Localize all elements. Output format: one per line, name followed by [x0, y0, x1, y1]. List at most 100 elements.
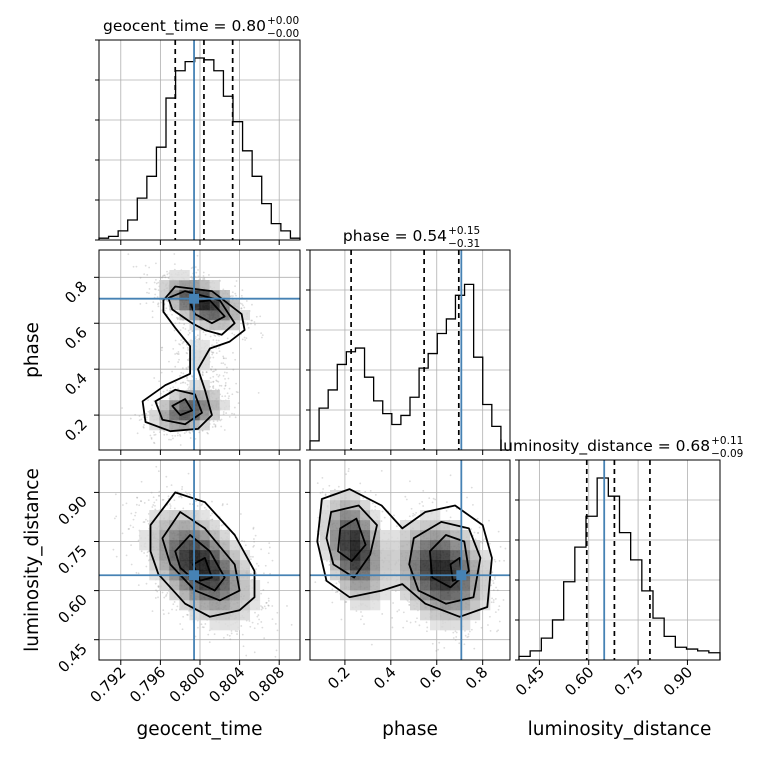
sample-point	[135, 571, 138, 574]
density-cell	[159, 410, 170, 421]
sample-point	[182, 347, 185, 349]
density-cell	[219, 550, 230, 561]
density-cell	[149, 510, 160, 521]
truth-marker	[189, 293, 200, 304]
density-cell	[209, 600, 220, 611]
sample-point	[151, 506, 154, 508]
density-cell	[169, 410, 180, 421]
sample-point	[213, 423, 216, 426]
sample-point	[175, 316, 178, 319]
sample-point	[239, 513, 242, 515]
sample-point	[212, 387, 215, 390]
sample-point	[230, 632, 233, 635]
density-cell	[199, 380, 210, 391]
sample-point	[205, 371, 208, 374]
density-cell	[199, 360, 210, 371]
contour-line	[141, 285, 246, 433]
panel-frame	[309, 249, 511, 451]
sample-point	[226, 392, 229, 395]
sample-point	[337, 580, 340, 583]
sample-point	[222, 357, 225, 360]
density-cell	[159, 560, 170, 571]
density-cell	[179, 520, 190, 531]
density-cell	[209, 540, 220, 551]
title-plus: +0.11	[711, 435, 743, 447]
histogram-luminosity_distance	[518, 477, 721, 660]
sample-point	[186, 492, 188, 495]
sample-point	[211, 512, 214, 515]
density-cell	[199, 290, 210, 301]
sample-point	[421, 501, 424, 503]
density-cell	[229, 610, 240, 621]
sample-point	[157, 302, 160, 305]
sample-point	[230, 630, 233, 632]
sample-point	[251, 621, 254, 624]
sample-point	[195, 377, 198, 380]
sample-point	[134, 511, 137, 514]
sample-point	[422, 505, 425, 507]
sample-point	[208, 641, 211, 644]
sample-point	[158, 431, 161, 434]
density-cell	[209, 520, 220, 531]
sample-point	[234, 285, 236, 288]
sample-point	[163, 274, 166, 277]
sample-point	[167, 612, 170, 615]
sample-point	[431, 501, 434, 504]
sample-point	[236, 391, 239, 394]
sample-point	[497, 629, 500, 632]
density-cell	[219, 560, 230, 571]
sample-point	[267, 604, 270, 607]
sample-point	[406, 599, 409, 602]
sample-point	[132, 526, 135, 529]
sample-point	[186, 383, 189, 386]
sample-point	[115, 515, 118, 518]
sample-point	[138, 419, 141, 421]
sample-point	[163, 430, 166, 433]
sample-point	[157, 303, 159, 306]
hist-panel-geocent_time: geocent_time = 0.80 +0.00−0.00	[95, 15, 301, 241]
sample-point	[171, 313, 173, 316]
sample-point	[217, 347, 220, 350]
sample-point	[264, 607, 267, 610]
density-cell	[239, 310, 251, 321]
sample-point	[489, 615, 491, 618]
sample-point	[191, 375, 193, 377]
sample-point	[426, 630, 428, 633]
sample-point	[200, 623, 203, 626]
sample-point	[205, 371, 208, 373]
density-cell	[199, 350, 210, 361]
density-cell	[179, 290, 190, 301]
title-phase: phase = 0.54 +0.15−0.31	[343, 225, 480, 250]
sample-point	[355, 610, 358, 612]
sample-point	[154, 278, 157, 281]
sample-point	[155, 465, 158, 468]
sample-point	[134, 413, 137, 416]
sample-point	[173, 253, 176, 255]
sample-point	[260, 548, 263, 551]
density-cell	[179, 540, 190, 551]
sample-point	[492, 601, 495, 604]
sample-point	[239, 302, 242, 305]
density-cell	[159, 280, 170, 291]
sample-point	[183, 432, 186, 435]
sample-point	[176, 605, 179, 608]
histogram-phase	[309, 283, 510, 451]
sample-point	[197, 269, 199, 271]
sample-point	[494, 560, 497, 563]
sample-point	[304, 582, 306, 584]
sample-point	[174, 339, 177, 342]
sample-point	[140, 480, 143, 483]
sample-point	[156, 590, 159, 593]
sample-point	[201, 370, 204, 373]
sample-point	[184, 382, 187, 384]
sample-point	[380, 469, 383, 472]
sample-point	[225, 412, 228, 414]
density-cell	[199, 410, 210, 421]
sample-point	[466, 636, 469, 639]
density-cell	[199, 510, 210, 521]
sample-point	[233, 333, 236, 336]
sample-point	[185, 352, 188, 354]
sample-point	[274, 623, 277, 625]
sample-point	[275, 649, 278, 652]
sample-point	[276, 629, 279, 632]
